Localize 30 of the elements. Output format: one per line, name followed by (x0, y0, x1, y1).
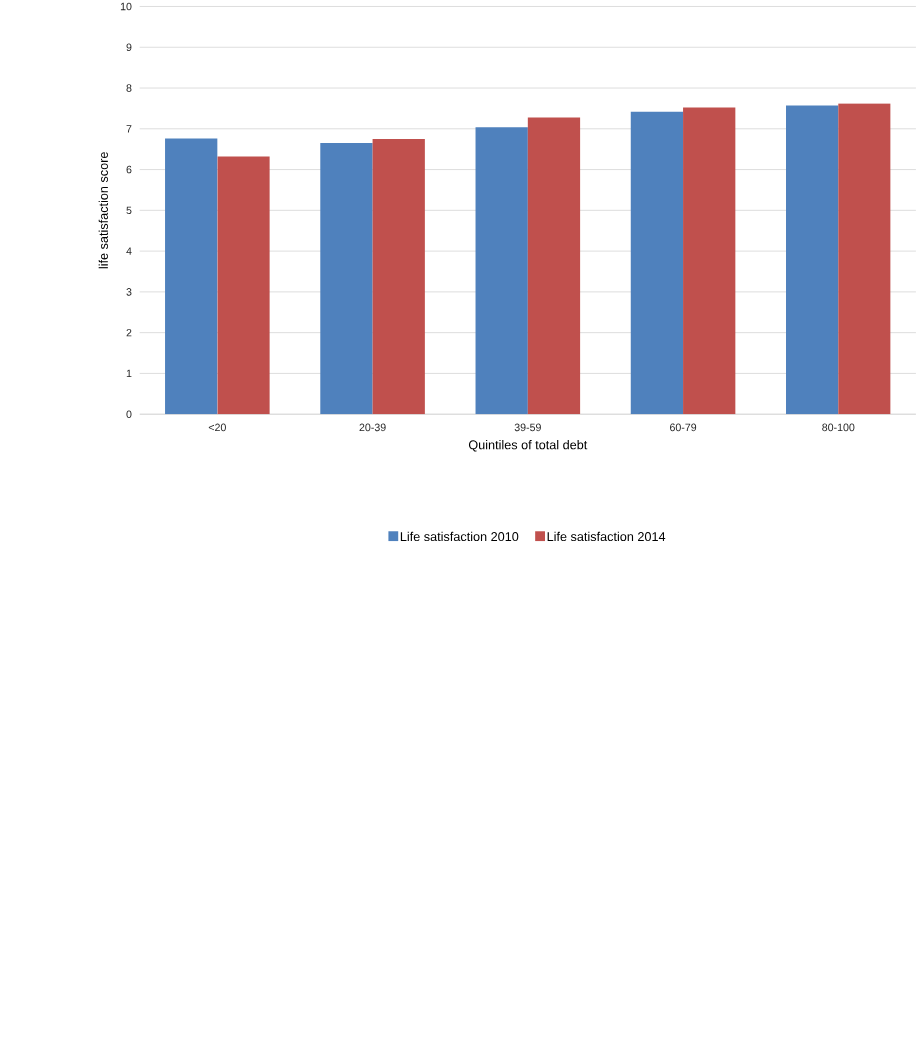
y-tick-label: 3 (126, 288, 132, 296)
y-tick-label: 8 (126, 84, 132, 92)
bar (838, 103, 891, 415)
y-tick-label: 0 (126, 410, 132, 418)
bar (630, 111, 683, 415)
bar (164, 138, 218, 415)
y-tick-label: 5 (126, 206, 132, 215)
x-tick-label: <20 (208, 423, 226, 432)
bar (682, 107, 736, 415)
x-tick-label: 39-59 (514, 423, 541, 432)
x-axis-title: Quintiles of total debt (468, 440, 588, 452)
y-tick-label: 2 (126, 328, 132, 337)
y-tick-label: 7 (126, 125, 132, 133)
y-tick-label: 6 (126, 165, 132, 174)
y-axis-title: life satisfaction score (98, 152, 108, 269)
bar (320, 143, 373, 415)
y-tick-label: 9 (126, 43, 132, 52)
bar (785, 105, 839, 415)
y-tick-label: 4 (126, 247, 132, 255)
x-tick-label: 60-79 (669, 423, 696, 432)
bar (372, 138, 425, 415)
legend-label: Life satisfaction 2010 (400, 531, 519, 542)
x-tick-label: 20-39 (359, 423, 386, 432)
bar (527, 117, 580, 415)
y-tick-label: 1 (126, 369, 132, 378)
legend-label: Life satisfaction 2014 (547, 531, 666, 542)
bar (217, 156, 270, 415)
x-tick-label: 80-100 (822, 423, 855, 432)
bar (475, 127, 528, 415)
y-tick-label: 10 (120, 2, 132, 11)
